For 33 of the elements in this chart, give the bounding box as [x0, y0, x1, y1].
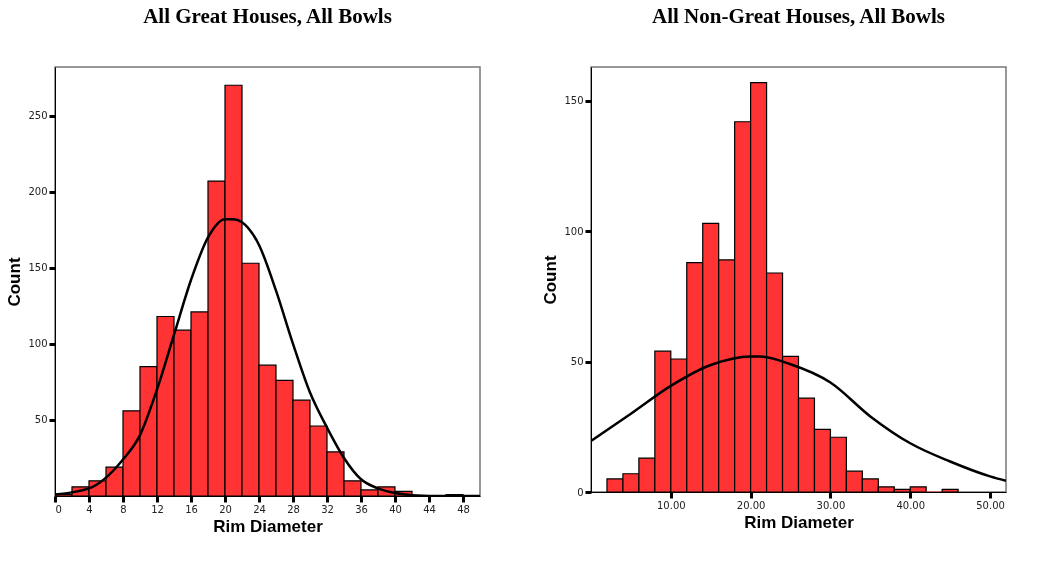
x-tick-label: 40 — [389, 503, 402, 515]
x-tick-label: 4 — [86, 503, 93, 515]
y-tick-label: 0 — [577, 486, 584, 498]
y-tick-label: 100 — [564, 225, 584, 237]
x-tick-label: 0 — [55, 503, 62, 515]
x-tick-label: 32 — [321, 503, 334, 515]
y-tick-label: 100 — [28, 338, 48, 350]
y-tick-label: 150 — [564, 95, 584, 107]
x-tick-label: 12 — [151, 503, 164, 515]
y-axis-title: Count — [541, 255, 561, 305]
y-tick-label: 50 — [570, 356, 584, 368]
chart-title: All Non-Great Houses, All Bowls — [651, 4, 946, 28]
x-tick-label: 20 — [219, 503, 232, 515]
x-tick-label: 48 — [457, 503, 470, 515]
x-tick-label: 10.00 — [656, 499, 686, 511]
x-tick-label: 24 — [253, 503, 266, 515]
x-tick-label: 44 — [423, 503, 436, 515]
x-tick-label: 8 — [120, 503, 127, 515]
x-tick-label: 28 — [287, 503, 300, 515]
y-tick-label: 250 — [28, 110, 48, 122]
x-tick-label: 16 — [185, 503, 198, 515]
y-tick-label: 50 — [34, 414, 48, 426]
x-tick-label: 36 — [355, 503, 368, 515]
x-axis-title: Rim Diameter — [744, 512, 855, 532]
x-axis-title: Rim Diameter — [213, 516, 324, 536]
x-tick-label: 40.00 — [896, 499, 926, 511]
chart-title: All Great Houses, All Bowls — [143, 4, 392, 28]
x-tick-label: 50.00 — [976, 499, 1005, 511]
x-tick-label: 20.00 — [736, 499, 766, 511]
y-axis-title: Count — [5, 257, 25, 307]
y-tick-label: 200 — [28, 186, 48, 198]
y-tick-label: 150 — [28, 262, 48, 274]
x-tick-label: 30.00 — [816, 499, 846, 511]
